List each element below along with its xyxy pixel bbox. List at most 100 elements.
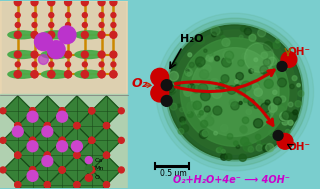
Circle shape — [202, 130, 209, 136]
Circle shape — [59, 108, 65, 114]
Ellipse shape — [41, 70, 69, 78]
Circle shape — [249, 34, 256, 41]
Ellipse shape — [8, 51, 36, 59]
Circle shape — [268, 130, 275, 136]
Circle shape — [244, 28, 252, 35]
Circle shape — [209, 58, 213, 62]
Circle shape — [286, 56, 292, 62]
Polygon shape — [18, 170, 47, 189]
Circle shape — [99, 13, 104, 18]
Text: O₂+H₂O+4e⁻ ⟶ 4OH⁻: O₂+H₂O+4e⁻ ⟶ 4OH⁻ — [172, 175, 290, 185]
Circle shape — [15, 123, 21, 129]
Circle shape — [89, 108, 95, 114]
Circle shape — [203, 65, 211, 73]
Polygon shape — [33, 155, 62, 185]
Circle shape — [218, 147, 223, 151]
Ellipse shape — [75, 31, 103, 39]
Circle shape — [59, 167, 65, 173]
Circle shape — [276, 39, 279, 43]
Circle shape — [59, 167, 65, 173]
Circle shape — [243, 142, 252, 151]
Circle shape — [104, 182, 109, 188]
Circle shape — [44, 182, 50, 188]
Circle shape — [74, 123, 80, 129]
Circle shape — [31, 51, 38, 58]
Circle shape — [59, 167, 65, 173]
Circle shape — [27, 170, 38, 181]
Text: O₂: O₂ — [131, 77, 147, 90]
Circle shape — [186, 69, 189, 72]
Ellipse shape — [75, 70, 103, 78]
Circle shape — [82, 62, 87, 67]
Circle shape — [15, 152, 21, 158]
Circle shape — [213, 106, 222, 115]
Circle shape — [31, 31, 38, 38]
Circle shape — [236, 72, 244, 80]
Circle shape — [216, 148, 221, 153]
Circle shape — [74, 182, 80, 188]
Circle shape — [104, 152, 109, 158]
Circle shape — [295, 101, 301, 107]
Circle shape — [14, 71, 21, 78]
Circle shape — [59, 167, 65, 173]
Circle shape — [89, 137, 95, 143]
Circle shape — [57, 111, 68, 122]
Circle shape — [0, 137, 6, 143]
Circle shape — [29, 167, 36, 173]
Circle shape — [180, 107, 184, 112]
Circle shape — [184, 89, 191, 96]
Circle shape — [29, 108, 36, 114]
Circle shape — [14, 0, 21, 6]
Circle shape — [65, 31, 71, 38]
Circle shape — [204, 49, 207, 52]
Polygon shape — [77, 111, 107, 140]
Circle shape — [257, 141, 260, 145]
Circle shape — [197, 63, 202, 68]
Circle shape — [104, 123, 109, 129]
Circle shape — [237, 87, 246, 95]
Circle shape — [110, 0, 117, 6]
Circle shape — [15, 182, 21, 188]
Bar — [0, 94, 128, 188]
Circle shape — [74, 152, 80, 158]
Circle shape — [59, 137, 65, 143]
Circle shape — [239, 35, 243, 39]
Circle shape — [258, 99, 262, 103]
Circle shape — [81, 71, 88, 78]
Circle shape — [264, 79, 273, 88]
Circle shape — [32, 62, 37, 67]
Circle shape — [199, 130, 208, 139]
Circle shape — [44, 182, 50, 188]
Polygon shape — [47, 140, 77, 170]
Circle shape — [254, 58, 258, 62]
Circle shape — [81, 0, 88, 6]
Circle shape — [168, 25, 302, 159]
Circle shape — [65, 71, 71, 78]
Circle shape — [185, 69, 192, 76]
Circle shape — [89, 167, 95, 173]
Circle shape — [252, 84, 259, 90]
Circle shape — [226, 43, 229, 46]
Circle shape — [74, 152, 80, 158]
Circle shape — [178, 129, 184, 134]
Circle shape — [277, 133, 293, 149]
Circle shape — [27, 111, 38, 122]
Circle shape — [31, 0, 38, 6]
Circle shape — [212, 89, 222, 98]
Circle shape — [215, 56, 220, 61]
Circle shape — [198, 84, 208, 93]
Circle shape — [265, 100, 270, 105]
Polygon shape — [3, 96, 33, 125]
Circle shape — [74, 123, 80, 129]
Circle shape — [185, 84, 190, 90]
Circle shape — [74, 123, 80, 129]
Circle shape — [229, 99, 236, 106]
Circle shape — [110, 71, 117, 78]
Circle shape — [49, 62, 54, 67]
Circle shape — [44, 123, 50, 129]
Circle shape — [74, 152, 80, 158]
Circle shape — [44, 152, 50, 158]
Circle shape — [265, 113, 270, 118]
Polygon shape — [62, 96, 92, 125]
Circle shape — [187, 110, 190, 114]
